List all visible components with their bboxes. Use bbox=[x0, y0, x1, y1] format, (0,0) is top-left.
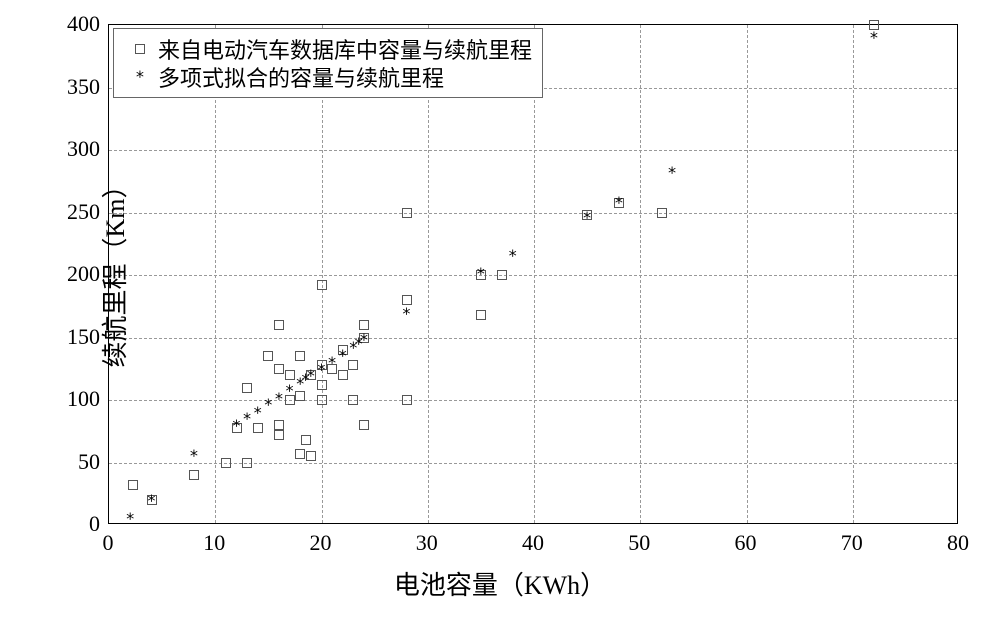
data-point-square bbox=[348, 360, 358, 370]
x-tick-label: 50 bbox=[628, 530, 650, 556]
data-point-asterisk: * bbox=[285, 383, 295, 399]
data-point-asterisk: * bbox=[264, 397, 274, 413]
data-point-asterisk: * bbox=[189, 448, 199, 464]
y-tick-label: 50 bbox=[40, 449, 100, 475]
data-point-asterisk: * bbox=[338, 348, 348, 364]
x-tick-label: 0 bbox=[103, 530, 114, 556]
data-point-square bbox=[317, 395, 327, 405]
y-tick-label: 350 bbox=[40, 74, 100, 100]
data-point-square bbox=[128, 480, 138, 490]
legend-label: 多项式拟合的容量与续航里程 bbox=[158, 61, 444, 93]
data-point-asterisk: * bbox=[274, 391, 284, 407]
data-point-square bbox=[295, 351, 305, 361]
data-point-asterisk: * bbox=[317, 362, 327, 378]
data-point-square bbox=[497, 270, 507, 280]
y-tick-label: 0 bbox=[40, 511, 100, 537]
grid-line-horizontal bbox=[109, 400, 957, 401]
data-point-asterisk: * bbox=[147, 493, 157, 509]
data-point-asterisk: * bbox=[253, 405, 263, 421]
data-point-asterisk: * bbox=[359, 332, 369, 348]
y-tick-label: 150 bbox=[40, 324, 100, 350]
grid-line-vertical bbox=[640, 25, 641, 523]
grid-line-vertical bbox=[853, 25, 854, 523]
y-tick-label: 300 bbox=[40, 136, 100, 162]
grid-line-horizontal bbox=[109, 150, 957, 151]
data-point-square bbox=[242, 383, 252, 393]
data-point-square bbox=[348, 395, 358, 405]
data-point-asterisk: * bbox=[306, 368, 316, 384]
y-tick-label: 200 bbox=[40, 261, 100, 287]
data-point-square bbox=[263, 351, 273, 361]
plot-area: *************************来自电动汽车数据库中容量与续航… bbox=[108, 24, 958, 524]
x-tick-label: 30 bbox=[416, 530, 438, 556]
legend-asterisk-icon: * bbox=[122, 69, 158, 85]
data-point-square bbox=[476, 310, 486, 320]
data-point-asterisk: * bbox=[614, 195, 624, 211]
data-point-asterisk: * bbox=[242, 411, 252, 427]
y-tick-label: 400 bbox=[40, 11, 100, 37]
legend-square-icon bbox=[122, 44, 158, 54]
data-point-asterisk: * bbox=[476, 266, 486, 282]
data-point-asterisk: * bbox=[125, 511, 135, 527]
data-point-square bbox=[338, 370, 348, 380]
x-tick-label: 20 bbox=[310, 530, 332, 556]
grid-line-vertical bbox=[747, 25, 748, 523]
data-point-square bbox=[402, 395, 412, 405]
grid-line-horizontal bbox=[109, 463, 957, 464]
data-point-square bbox=[657, 208, 667, 218]
x-tick-label: 80 bbox=[947, 530, 969, 556]
grid-line-horizontal bbox=[109, 275, 957, 276]
data-point-asterisk: * bbox=[232, 418, 242, 434]
grid-line-vertical bbox=[428, 25, 429, 523]
data-point-square bbox=[274, 364, 284, 374]
data-point-square bbox=[402, 208, 412, 218]
data-point-asterisk: * bbox=[582, 210, 592, 226]
x-tick-label: 70 bbox=[841, 530, 863, 556]
x-tick-label: 10 bbox=[203, 530, 225, 556]
data-point-square bbox=[359, 420, 369, 430]
grid-line-vertical bbox=[215, 25, 216, 523]
data-point-square bbox=[317, 380, 327, 390]
data-point-asterisk: * bbox=[869, 30, 879, 46]
data-point-square bbox=[295, 391, 305, 401]
x-tick-label: 60 bbox=[735, 530, 757, 556]
data-point-square bbox=[221, 458, 231, 468]
legend: 来自电动汽车数据库中容量与续航里程*多项式拟合的容量与续航里程 bbox=[113, 28, 543, 98]
data-point-asterisk: * bbox=[327, 355, 337, 371]
data-point-square bbox=[285, 370, 295, 380]
data-point-square bbox=[359, 320, 369, 330]
grid-line-horizontal bbox=[109, 213, 957, 214]
grid-line-horizontal bbox=[109, 338, 957, 339]
data-point-asterisk: * bbox=[667, 165, 677, 181]
data-point-asterisk: * bbox=[508, 248, 518, 264]
legend-row: 来自电动汽车数据库中容量与续航里程 bbox=[122, 35, 532, 63]
data-point-square bbox=[274, 420, 284, 430]
data-point-square bbox=[189, 470, 199, 480]
data-point-square bbox=[242, 458, 252, 468]
data-point-square bbox=[274, 430, 284, 440]
y-tick-label: 100 bbox=[40, 386, 100, 412]
data-point-asterisk: * bbox=[402, 306, 412, 322]
x-axis-label: 电池容量（KWh） bbox=[394, 565, 606, 602]
data-point-square bbox=[274, 320, 284, 330]
x-tick-label: 40 bbox=[522, 530, 544, 556]
data-point-square bbox=[317, 280, 327, 290]
data-point-square bbox=[306, 451, 316, 461]
chart-container: *************************来自电动汽车数据库中容量与续航… bbox=[0, 0, 1000, 621]
data-point-square bbox=[253, 423, 263, 433]
y-axis-label: 续航里程（Km） bbox=[95, 172, 132, 367]
grid-line-vertical bbox=[534, 25, 535, 523]
data-point-square bbox=[301, 435, 311, 445]
y-tick-label: 250 bbox=[40, 199, 100, 225]
grid-line-vertical bbox=[322, 25, 323, 523]
legend-row: *多项式拟合的容量与续航里程 bbox=[122, 63, 532, 91]
data-point-square bbox=[295, 449, 305, 459]
